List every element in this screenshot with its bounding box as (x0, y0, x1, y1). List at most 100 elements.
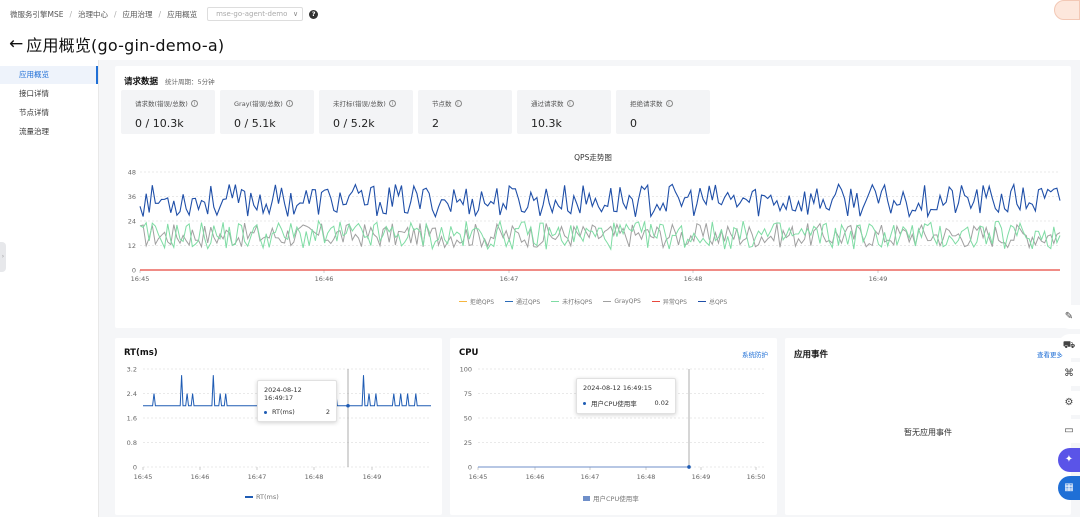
y-tick-label: 0 (133, 464, 137, 472)
series-line-total (139, 182, 1061, 219)
stat-label: 拒绝请求数 (630, 100, 663, 108)
tooltip-dot (264, 410, 267, 414)
rt-tooltip: 2024-08-12 16:49:17 RT(ms) 2 (257, 380, 337, 422)
sidebar-item-app-overview[interactable]: 应用概览 (0, 66, 98, 84)
legend-swatch (458, 300, 467, 303)
page-header: ← 应用概览(go-gin-demo-a) (0, 28, 1080, 60)
y-tick-label: 0 (132, 267, 136, 275)
qps-legend: 拒绝QPS 通过QPS 未打标QPS GrayQPS 异常QPS 总QPS (115, 297, 1071, 306)
card-title: RT(ms) (124, 348, 158, 358)
floating-toolbar: ✎ ⛟ ⌘ ⚙ ▭ ✦ ▦ (1058, 305, 1080, 505)
stat-label: 未打标(错误/总数) (333, 100, 386, 108)
system-protection-link[interactable]: 系统防护 (742, 351, 768, 359)
tooltip-series: 用户CPU使用率 (591, 400, 637, 408)
x-tick-label: 16:47 (248, 473, 267, 481)
y-tick-label: 24 (128, 218, 136, 226)
stat-label: Gray(错误/总数) (234, 100, 283, 108)
legend-item[interactable]: GrayQPS (603, 297, 641, 306)
stat-period: 统计周期：5分钟 (165, 78, 215, 86)
info-icon[interactable]: i (285, 99, 293, 107)
stat-card-gray: Gray(错误/总数) i 0 / 5.1k (220, 90, 314, 134)
stat-value: 2 (432, 117, 439, 130)
x-tick-label: 16:45 (131, 275, 150, 283)
side-nav: 应用概览 接口详情 节点详情 流量治理 (0, 60, 99, 517)
ai-assistant-icon[interactable]: ✦ (1058, 447, 1080, 472)
tooltip-time: 2024-08-12 16:49:15 (583, 384, 653, 392)
stat-label: 请求数(错误/总数) (135, 100, 188, 108)
breadcrumb-app-governance[interactable]: 应用治理 (122, 9, 153, 19)
x-tick-label: 16:48 (305, 473, 324, 481)
breadcrumb-separator: / (114, 9, 117, 19)
apps-icon[interactable]: ▦ (1058, 476, 1080, 500)
tooltip-time: 2024-08-12 16:49:17 (264, 386, 302, 402)
settings-icon[interactable]: ⚙ (1058, 390, 1080, 415)
x-tick-label: 16:48 (637, 473, 656, 481)
stat-value: 0 / 10.3k (135, 117, 184, 130)
legend-label: 通过QPS (516, 299, 541, 306)
x-tick-label: 16:47 (500, 275, 519, 283)
x-tick-label: 16:46 (191, 473, 210, 481)
cpu-tooltip: 2024-08-12 16:49:15 用户CPU使用率 0.02 (576, 378, 676, 414)
stat-card-total: 请求数(错误/总数) i 0 / 10.3k (121, 90, 215, 134)
stat-value: 0 / 5.2k (333, 117, 375, 130)
legend-item[interactable]: 异常QPS (651, 297, 687, 306)
breadcrumb-app-overview: 应用概览 (167, 9, 198, 19)
y-tick-label: 25 (464, 439, 472, 447)
series-line-untagged (139, 219, 1061, 251)
legend-label: 异常QPS (662, 299, 687, 306)
info-icon[interactable]: i (388, 99, 396, 107)
breadcrumb-separator: / (158, 9, 162, 19)
breadcrumb-governance[interactable]: 治理中心 (78, 9, 109, 19)
cpu-legend: 用户CPU使用率 (583, 493, 639, 503)
code-icon[interactable]: ⌘ (1058, 362, 1080, 386)
info-icon[interactable]: i (665, 99, 673, 107)
namespace-select-value: mse-go-agent-demo (216, 10, 288, 18)
legend-item[interactable]: 拒绝QPS (458, 297, 495, 306)
x-tick-label: 16:45 (134, 473, 153, 481)
info-icon[interactable]: i (566, 99, 574, 107)
legend-swatch (583, 495, 590, 501)
chat-icon[interactable]: ▭ (1058, 419, 1080, 443)
x-tick-label: 16:45 (469, 473, 488, 481)
sidebar-item-api-detail[interactable]: 接口详情 (19, 89, 49, 98)
collapse-handle[interactable]: › (0, 242, 6, 272)
avatar[interactable] (1054, 0, 1080, 20)
stats-row: 请求数(错误/总数) i 0 / 10.3k Gray(错误/总数) i 0 / 5… (121, 90, 710, 134)
hover-point (687, 465, 691, 469)
legend-swatch (505, 300, 514, 303)
x-tick-label: 16:49 (363, 473, 382, 481)
view-more-link[interactable]: 查看更多 (1037, 351, 1063, 359)
qps-chart-title: QPS走势图 (574, 153, 612, 162)
top-bar: 微服务引擎MSE / 治理中心 / 应用治理 / 应用概览 mse-go-age… (0, 0, 1080, 28)
stat-card-passed: 通过请求数 i 10.3k (517, 90, 611, 134)
y-tick-label: 3.2 (127, 366, 137, 374)
x-tick-label: 16:50 (747, 473, 766, 481)
x-tick-label: 16:47 (581, 473, 600, 481)
sidebar-item-node-detail[interactable]: 节点详情 (19, 108, 49, 117)
breadcrumb-mse[interactable]: 微服务引擎MSE (10, 9, 64, 19)
stat-value: 10.3k (531, 117, 562, 130)
x-tick-label: 16:46 (315, 275, 334, 283)
qps-chart: 0 12 24 36 48 16:45 16:46 16:47 16:48 16:49 (128, 169, 1061, 283)
y-tick-label: 2.4 (127, 390, 137, 398)
card-title: 应用事件 (794, 350, 829, 360)
sidebar-item-traffic-governance[interactable]: 流量治理 (19, 127, 49, 136)
y-tick-label: 36 (128, 193, 136, 201)
breadcrumb-separator: / (69, 9, 73, 19)
namespace-select[interactable]: mse-go-agent-demo ∨ (207, 7, 304, 21)
legend-swatch (603, 300, 612, 303)
info-icon[interactable]: i (454, 99, 462, 107)
legend-item[interactable]: 通过QPS (505, 297, 540, 306)
legend-item[interactable]: 未打标QPS (551, 297, 592, 306)
legend-item[interactable]: 总QPS (697, 297, 727, 306)
arrow-left-icon[interactable]: ← (9, 33, 24, 54)
stat-card-nodes: 节点数 i 2 (418, 90, 512, 134)
info-icon[interactable]: i (190, 99, 198, 107)
edit-icon[interactable]: ✎ (1058, 305, 1080, 329)
legend-label: GrayQPS (614, 298, 641, 305)
legend-label: 拒绝QPS (469, 299, 495, 306)
y-tick-label: 100 (460, 366, 472, 374)
cart-icon[interactable]: ⛟ (1058, 333, 1080, 358)
help-icon[interactable]: ? (309, 9, 319, 19)
y-tick-label: 48 (128, 169, 136, 177)
